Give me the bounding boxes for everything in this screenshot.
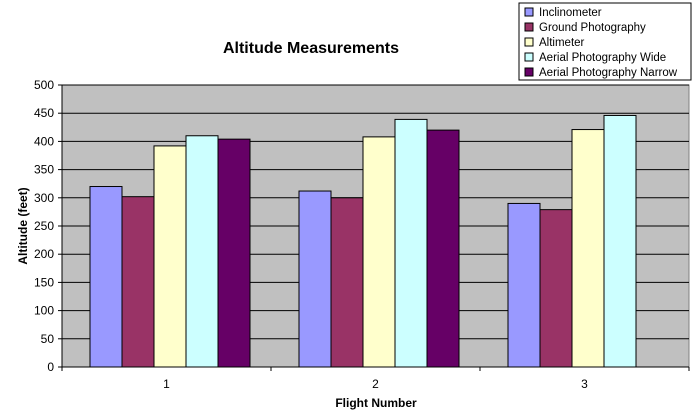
- legend-swatch: [524, 37, 534, 47]
- y-tick-label: 100: [34, 304, 54, 318]
- y-axis-label: Altitude (feet): [16, 187, 30, 264]
- legend-label: Aerial Photography Wide: [539, 52, 666, 64]
- bar: [298, 190, 332, 368]
- legend-swatch: [524, 22, 534, 32]
- legend-label: Aerial Photography Narrow: [539, 67, 678, 79]
- y-tick-label: 500: [34, 78, 54, 92]
- bar: [217, 138, 251, 368]
- bar: [153, 145, 187, 368]
- legend-swatch: [524, 7, 534, 17]
- chart-title: Altitude Measurements: [223, 40, 399, 57]
- y-axis-ticks: 0 50 100 150 200 250 300 350 400 450 500: [34, 78, 62, 374]
- y-tick-label: 0: [47, 360, 54, 374]
- legend-label: Ground Photography: [539, 22, 646, 34]
- x-axis-label: Flight Number: [335, 396, 417, 410]
- y-tick-label: 450: [34, 106, 54, 120]
- bar: [362, 136, 396, 368]
- x-tick-label: 1: [163, 377, 170, 391]
- bar: [539, 209, 573, 368]
- legend-box: [518, 2, 692, 81]
- y-tick-label: 400: [34, 134, 54, 148]
- bar: [89, 186, 123, 368]
- legend-swatch: [524, 52, 534, 62]
- bar: [571, 129, 605, 368]
- legend-swatch: [524, 67, 534, 77]
- y-tick-label: 50: [41, 332, 55, 346]
- x-axis-ticks: 1 2 3: [61, 367, 690, 391]
- bar: [603, 114, 637, 368]
- bar: [330, 197, 364, 368]
- y-tick-label: 200: [34, 247, 54, 261]
- x-tick-label: 2: [372, 377, 379, 391]
- bar: [121, 196, 155, 368]
- legend: Inclinometer Ground Photography Altimeter A…: [518, 2, 692, 81]
- x-tick-label: 3: [581, 377, 588, 391]
- bar: [185, 135, 219, 368]
- y-tick-label: 250: [34, 219, 54, 233]
- bars: [89, 114, 637, 368]
- bar: [426, 129, 460, 368]
- legend-label: Altimeter: [539, 37, 585, 49]
- bar: [507, 202, 541, 368]
- y-tick-label: 150: [34, 275, 54, 289]
- legend-label: Inclinometer: [539, 7, 602, 19]
- y-tick-label: 350: [34, 163, 54, 177]
- bar: [394, 118, 428, 368]
- y-tick-label: 300: [34, 191, 54, 205]
